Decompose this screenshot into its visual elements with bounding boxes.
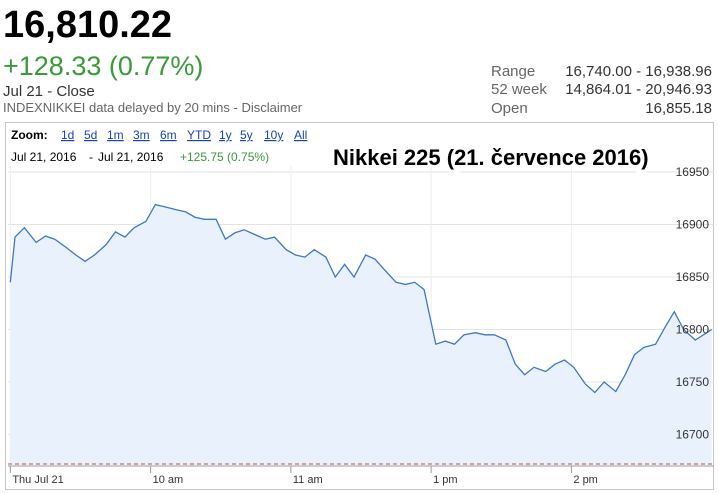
zoom-option[interactable]: YTD xyxy=(187,128,211,142)
stat-value: 16,740.00 - 16,938.96 xyxy=(565,63,712,80)
disclaimer-link[interactable]: Disclaimer xyxy=(241,100,302,115)
date-to[interactable]: Jul 21, 2016 xyxy=(98,150,164,164)
note: INDEXNIKKEI data delayed by 20 mins - Di… xyxy=(3,100,303,115)
zoom-option[interactable]: All xyxy=(294,128,307,142)
note-text: INDEXNIKKEI data delayed by 20 mins - xyxy=(3,100,241,115)
date-from[interactable]: Jul 21, 2016 xyxy=(11,150,77,164)
zoom-option[interactable]: 3m xyxy=(133,128,150,142)
stat-value: 16,855.18 xyxy=(645,100,712,117)
x-tick-label: 10 am xyxy=(153,474,184,486)
stat-label: Open xyxy=(491,100,528,117)
zoom-option[interactable]: 1y xyxy=(219,128,232,142)
range-change: +125.75 (0.75%) xyxy=(180,150,269,164)
y-tick-label: 16950 xyxy=(676,165,710,179)
zoom-option[interactable]: 5y xyxy=(240,128,253,142)
close-label: Jul 21 - Close xyxy=(3,83,95,100)
zoom-option[interactable]: 6m xyxy=(160,128,177,142)
zoom-option[interactable]: 1m xyxy=(107,128,124,142)
zoom-label: Zoom: xyxy=(11,128,48,142)
y-tick-label: 16850 xyxy=(676,270,710,284)
zoom-option[interactable]: 1d xyxy=(61,128,74,142)
y-tick-label: 16750 xyxy=(676,375,710,389)
price: 16,810.22 xyxy=(3,4,172,46)
date-separator: - xyxy=(89,150,93,164)
stat-value: 14,864.01 - 20,946.93 xyxy=(565,81,712,98)
y-tick-label: 16700 xyxy=(676,428,710,442)
area xyxy=(10,204,712,465)
stat-label: Range xyxy=(491,63,535,80)
zoom-option[interactable]: 10y xyxy=(264,128,283,142)
change: +128.33 (0.77%) xyxy=(3,51,203,81)
x-tick-label: 2 pm xyxy=(573,474,597,486)
y-tick-label: 16900 xyxy=(676,218,710,232)
x-tick-label: 11 am xyxy=(293,474,323,486)
stat-label: 52 week xyxy=(491,81,547,98)
x-tick-label: 1 pm xyxy=(433,474,457,486)
x-tick-label: Thu Jul 21 xyxy=(12,474,63,486)
line xyxy=(9,203,713,394)
y-tick-label: 16800 xyxy=(676,323,710,337)
zoom-option[interactable]: 5d xyxy=(84,128,97,142)
chart-title: Nikkei 225 (21. července 2016) xyxy=(333,145,649,170)
